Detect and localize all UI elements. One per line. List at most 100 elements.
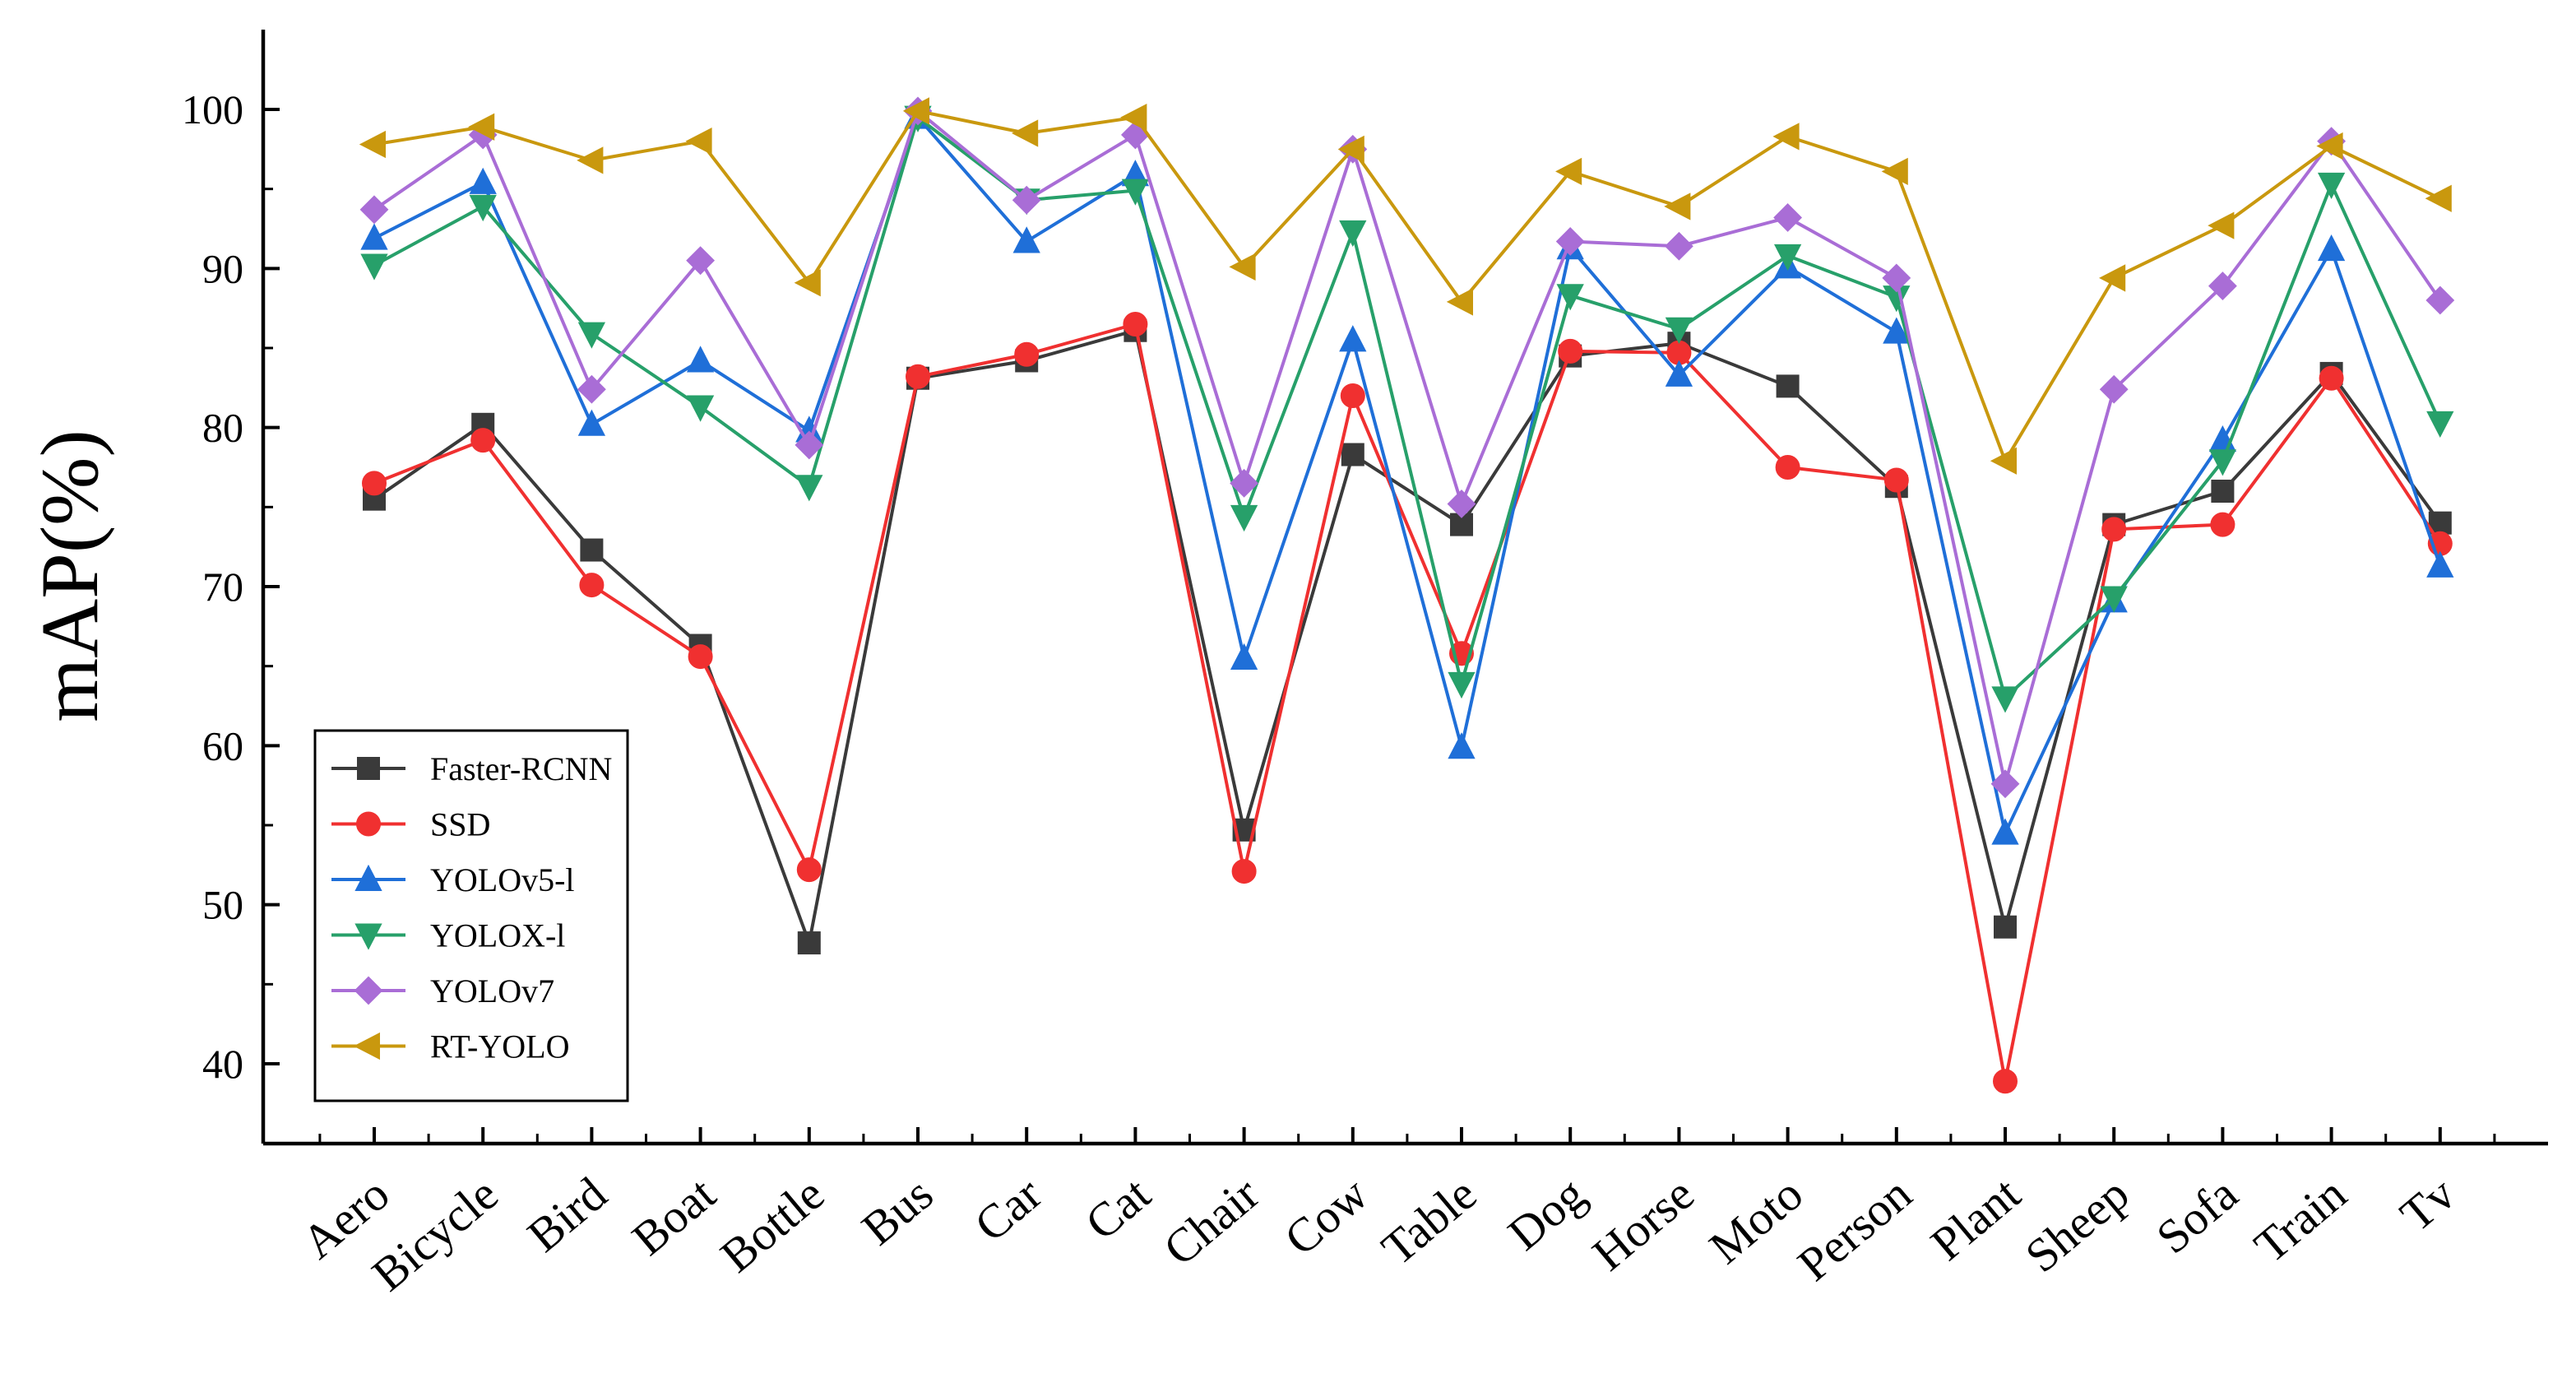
data-point-yolov7 [359, 195, 389, 225]
x-tick-label: Horse [1582, 1167, 1704, 1281]
data-point-ssd [1231, 859, 1257, 884]
data-point-ssd [688, 644, 713, 670]
data-point-yolox-l [2208, 449, 2237, 476]
x-tick-label: Person [1787, 1167, 1921, 1291]
legend-marker [354, 864, 382, 891]
data-point-yolov5-l [1991, 818, 2019, 845]
x-tick-label: Boat [622, 1167, 725, 1265]
data-point-ssd [1014, 341, 1040, 367]
series-line-yolov5-l [373, 115, 2442, 835]
data-point-rt-yolo [685, 128, 712, 155]
series-ssd [362, 312, 2453, 1094]
y-tick-label: 90 [202, 245, 243, 291]
series-line-yolox-l [373, 115, 2442, 700]
data-point-ssd [1558, 338, 1583, 364]
legend: Faster-RCNN SSD YOLOv5-l YOLOX-l YOLOv7 RT-YO… [313, 729, 629, 1102]
series-layer [359, 96, 2455, 1094]
legend-item-faster-rcnn: Faster-RCNN [331, 750, 612, 787]
legend-label: RT-YOLO [430, 1028, 569, 1065]
data-point-yolox-l [1991, 686, 2019, 713]
data-point-rt-yolo [1881, 157, 1908, 186]
y-tick-label: 80 [202, 405, 243, 451]
data-point-yolov7 [2425, 285, 2455, 315]
x-tick-label: Tv [2390, 1167, 2465, 1241]
data-point-rt-yolo [1446, 288, 1473, 316]
x-tick-label: Plant [1920, 1167, 2030, 1270]
legend-item-yolov5-l: YOLOv5-l [331, 861, 575, 898]
y-tick-label: 100 [182, 86, 243, 132]
data-point-yolov5-l [1448, 732, 1476, 759]
data-point-rt-yolo [468, 113, 495, 141]
legend-label: SSD [430, 806, 490, 843]
legend-label: YOLOX-l [430, 917, 565, 954]
data-point-rt-yolo [794, 269, 821, 297]
data-point-yolov7 [2208, 271, 2237, 301]
data-point-ssd [906, 364, 930, 389]
series-yolov5-l [360, 102, 2454, 845]
data-point-yolox-l [1665, 317, 1693, 344]
series-line-rt-yolo [373, 109, 2441, 463]
data-point-yolov5-l [2426, 550, 2454, 578]
data-point-yolov7 [686, 246, 716, 276]
data-point-faster-rcnn [797, 931, 821, 955]
data-point-faster-rcnn [2211, 480, 2235, 503]
data-point-ssd [2101, 517, 2127, 542]
data-point-rt-yolo [2208, 211, 2235, 239]
data-point-faster-rcnn [580, 538, 604, 562]
legend-label: Faster-RCNN [430, 750, 612, 787]
data-point-yolov7 [1012, 185, 1041, 215]
data-point-rt-yolo [2099, 264, 2126, 292]
legend-item-yolov7: YOLOv7 [331, 972, 554, 1009]
data-point-yolov5-l [1339, 325, 1367, 352]
data-point-ssd [579, 573, 605, 598]
data-point-rt-yolo [1772, 123, 1800, 151]
data-point-yolov7 [1555, 227, 1585, 256]
legend-item-ssd: SSD [331, 806, 490, 843]
data-point-yolov5-l [360, 223, 388, 250]
data-point-yolox-l [1556, 284, 1584, 311]
data-point-rt-yolo [1012, 119, 1039, 147]
legend-label: YOLOv7 [430, 972, 554, 1009]
data-point-ssd [1123, 312, 1148, 336]
data-point-rt-yolo [577, 146, 604, 174]
data-point-yolox-l [795, 475, 823, 502]
x-tick-label: Dog [1498, 1167, 1595, 1260]
data-point-rt-yolo [1664, 193, 1691, 220]
data-point-rt-yolo [1120, 104, 1147, 132]
data-point-ssd [2210, 512, 2235, 537]
data-point-rt-yolo [902, 97, 929, 125]
y-tick-label: 40 [202, 1041, 243, 1087]
series-yolov7 [359, 96, 2455, 799]
series-line-ssd [373, 323, 2442, 1084]
data-point-yolov7 [795, 430, 824, 460]
data-point-yolox-l [577, 322, 606, 349]
data-point-rt-yolo [2425, 184, 2452, 212]
data-point-yolov7 [1990, 769, 2020, 799]
x-tick-label: Train [2245, 1167, 2356, 1273]
data-point-yolox-l [1339, 220, 1367, 248]
data-point-faster-rcnn [1994, 915, 2017, 939]
data-point-ssd [1340, 383, 1365, 408]
data-point-faster-rcnn [1341, 443, 1364, 466]
data-point-ssd [1883, 467, 1909, 493]
data-point-faster-rcnn [1776, 374, 1800, 398]
series-yolox-l [360, 105, 2454, 713]
data-point-yolov5-l [1883, 317, 1911, 344]
x-tick-label: Table [1372, 1167, 1487, 1275]
y-tick-label: 70 [202, 564, 243, 610]
x-tick-label: Bird [517, 1167, 617, 1262]
data-point-ssd [2319, 365, 2344, 391]
data-point-yolov5-l [1665, 360, 1693, 387]
data-point-ssd [1993, 1069, 2018, 1094]
legend-item-rt-yolo: RT-YOLO [331, 1028, 569, 1065]
data-point-yolov5-l [469, 167, 497, 194]
data-point-yolov7 [1882, 263, 1911, 293]
x-tick-label: Bottle [711, 1167, 834, 1283]
legend-marker [357, 757, 380, 780]
series-faster-rcnn [363, 318, 2452, 955]
legend-marker [354, 976, 383, 1005]
data-point-yolox-l [1121, 179, 1150, 206]
data-point-rt-yolo [1229, 253, 1256, 281]
data-point-yolov7 [1664, 231, 1693, 261]
data-point-yolov5-l [686, 346, 715, 373]
